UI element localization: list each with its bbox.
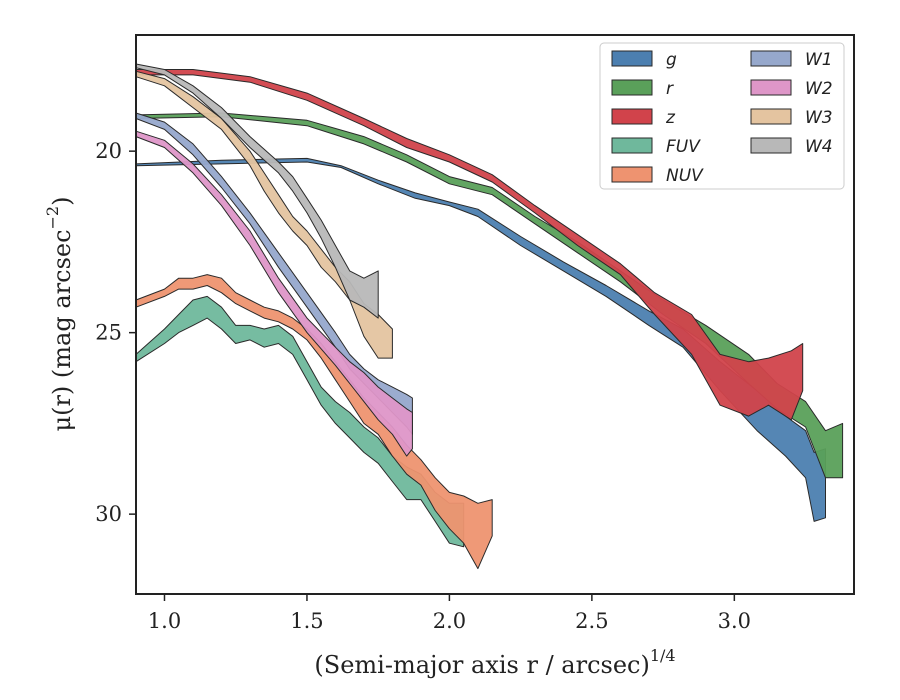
x-axis-title-superscript: 1/4 [650, 646, 676, 665]
series-band-r [135, 112, 844, 479]
series-band-fuv [135, 295, 465, 548]
legend-swatch-z [611, 108, 653, 125]
y-axis: 20 25 30 [95, 139, 136, 526]
y-tick-label: 20 [95, 139, 122, 163]
legend-label-w3: W3 [805, 108, 833, 128]
legend-swatch-g [611, 50, 653, 67]
legend-swatch-w2 [750, 79, 792, 96]
y-tick-label: 25 [95, 321, 122, 345]
legend-swatch-nuv [611, 166, 653, 183]
x-tick-label: 1.5 [290, 609, 323, 633]
legend-label-nuv: NUV [666, 166, 704, 186]
legend-swatch-w3 [750, 108, 792, 125]
series-band-nuv [135, 274, 493, 570]
y-tick-label: 30 [95, 502, 122, 526]
legend-label-w1: W1 [805, 50, 833, 70]
legend-label-z: z [665, 108, 676, 128]
x-tick-label: 3.0 [718, 609, 751, 633]
y-axis-title-close: ) [48, 197, 76, 206]
x-axis: 1.0 1.5 2.0 2.5 3.0 [148, 594, 751, 633]
series-band-z [135, 69, 804, 421]
legend-swatch-fuv [611, 137, 653, 154]
legend-label-r: r [666, 79, 674, 99]
legend-label-w2: W2 [805, 79, 833, 99]
y-axis-title: μ(r) (mag arcsec−2) [43, 197, 76, 432]
legend-label-g: g [666, 50, 677, 70]
x-tick-label: 2.0 [433, 609, 466, 633]
legend-label-fuv: FUV [666, 137, 701, 157]
x-tick-label: 1.0 [148, 609, 181, 633]
x-axis-title: (Semi-major axis r / arcsec)1/4 [314, 646, 675, 679]
plot-area [135, 63, 844, 570]
plot-frame [135, 34, 855, 595]
series-band-w3 [135, 70, 393, 359]
legend-label-w4: W4 [805, 137, 833, 157]
legend: grz FUV NUV W1 W2 W3 W4 [599, 42, 845, 190]
legend-swatch-w4 [750, 137, 792, 154]
legend-swatch-w1 [750, 50, 792, 67]
y-axis-title-superscript: −2 [43, 206, 62, 230]
series-band-w4 [135, 63, 379, 319]
legend-swatch-r [611, 79, 653, 96]
series-band-w2 [135, 130, 413, 457]
x-tick-label: 2.5 [575, 609, 608, 633]
